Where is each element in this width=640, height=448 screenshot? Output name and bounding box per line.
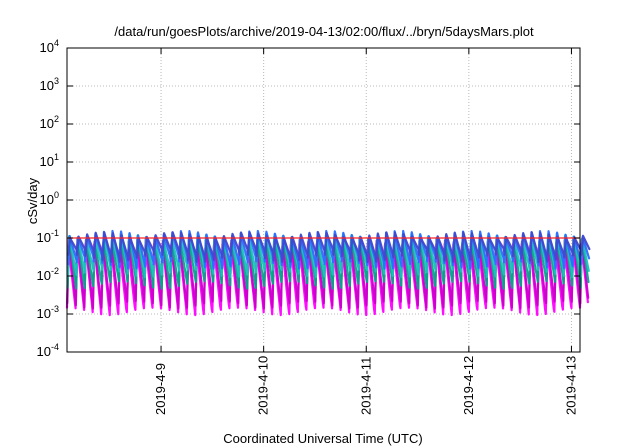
- y-axis-label: cSv/day: [25, 177, 40, 224]
- y-tick-exponent: -2: [51, 266, 59, 276]
- y-tick-exponent: 1: [54, 152, 59, 162]
- y-tick-label: 101: [40, 152, 59, 169]
- x-tick-label: 2019-4-11: [358, 357, 373, 415]
- series-layer: [65, 229, 591, 317]
- y-tick-base: 10: [37, 268, 51, 283]
- y-tick-exponent: 0: [54, 190, 59, 200]
- y-tick-label: 10-2: [37, 266, 59, 283]
- y-tick-base: 10: [40, 40, 54, 55]
- y-tick-label: 10-3: [37, 304, 59, 321]
- x-tick-label: 2019-4-12: [461, 356, 476, 415]
- chart-title: /data/run/goesPlots/archive/2019-04-13/0…: [114, 24, 534, 39]
- y-tick-exponent: -4: [51, 342, 59, 352]
- y-tick-base: 10: [40, 192, 54, 207]
- x-tick-label: 2019-4-13: [563, 356, 578, 415]
- y-tick-base: 10: [40, 154, 54, 169]
- y-tick-base: 10: [40, 116, 54, 131]
- y-tick-label: 104: [40, 38, 59, 55]
- x-tick-label: 2019-4-9: [153, 363, 168, 415]
- y-tick-exponent: -3: [51, 304, 59, 314]
- y-tick-exponent: 2: [54, 114, 59, 124]
- x-axis-layer: 2019-4-9 2019-4-10 2019-4-11 2019-4-12 2019-…: [153, 48, 578, 415]
- y-tick-label: 10-1: [37, 228, 59, 245]
- series-5-line: [67, 231, 591, 263]
- y-tick-base: 10: [37, 230, 51, 245]
- y-tick-base: 10: [37, 306, 51, 321]
- y-tick-base: 10: [37, 344, 51, 359]
- y-tick-exponent: -1: [51, 228, 59, 238]
- y-tick-label: 103: [40, 76, 59, 93]
- y-tick-base: 10: [40, 78, 54, 93]
- x-tick-label: 2019-4-10: [256, 356, 271, 415]
- x-axis-label: Coordinated Universal Time (UTC): [223, 431, 422, 446]
- y-tick-exponent: 4: [54, 38, 59, 48]
- y-tick-label: 100: [40, 190, 59, 207]
- y-tick-exponent: 3: [54, 76, 59, 86]
- y-tick-label: 102: [40, 114, 59, 131]
- y-tick-label: 10-4: [37, 342, 59, 359]
